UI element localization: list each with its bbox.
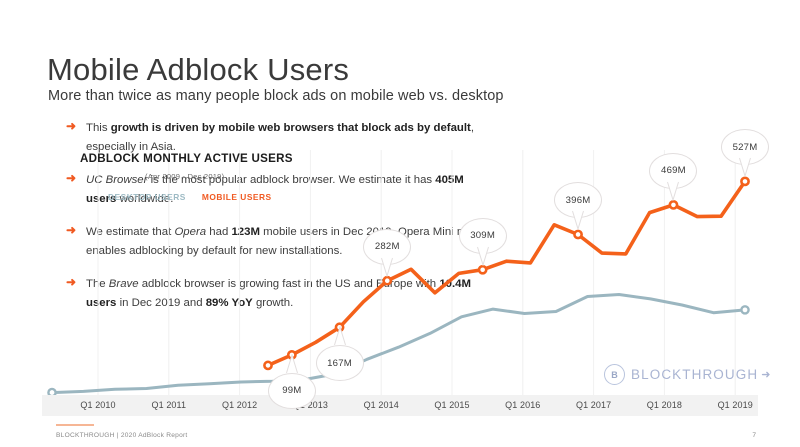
bullet-text: UC Browser is the most popular adblock b… (86, 174, 464, 205)
footer-text: BLOCKTHROUGH | 2020 AdBlock Report (56, 432, 188, 439)
bullet-opera: ➜ We estimate that Opera had 123M mobile … (66, 222, 496, 259)
x-axis-tick-label: Q1 2010 (80, 400, 116, 410)
mobile-data-point-marker (740, 176, 750, 187)
bullet-text-segment: The (86, 278, 109, 290)
bullet-text: This growth is driven by mobile web brow… (86, 122, 474, 153)
x-axis-tick-label: Q1 2015 (434, 400, 470, 410)
bullet-text-segment: mobile users in Dec 2019. Opera Mini now… (86, 226, 478, 257)
mobile-data-point-marker (573, 229, 583, 240)
x-axis-labels: Q1 2010 Q1 2011 Q1 2012 Q1 2013 Q1 2014 Q1 20… (42, 395, 758, 416)
bullet-text: We estimate that Opera had 123M mobile u… (86, 226, 478, 257)
bullet-arrow-icon: ➜ (66, 171, 77, 185)
x-axis-band (42, 395, 758, 416)
bullet-arrow-icon: ➜ (66, 223, 77, 237)
bullet-text-segment: growth is driven by mobile web browsers … (110, 122, 471, 134)
bullet-growth: ➜ This growth is driven by mobile web bro… (66, 118, 496, 155)
bullet-text-segment: 123M (231, 226, 260, 238)
chart-callout-99m: 99M (267, 353, 316, 409)
chart-callout-527m: 527M (721, 129, 769, 178)
callout-tail (667, 181, 680, 201)
bullet-text-segment: UC Browser (86, 174, 148, 186)
chart-callout-282m: 282M (363, 228, 412, 277)
mobile-data-point-marker (668, 199, 679, 210)
page-title: Mobile Adblock Users (47, 51, 350, 87)
x-axis-tick-label: Q1 2012 (221, 400, 258, 410)
mobile-data-point-marker (477, 264, 488, 275)
logo-wordmark: BLOCKTHROUGH (631, 367, 759, 382)
callout-tail (333, 326, 346, 346)
chart-callout-309m: 309M (458, 217, 507, 266)
legend-item-mobile: MOBILE USERS (201, 192, 272, 202)
callout-tail (476, 246, 489, 266)
bullet-text-segment: Brave (108, 278, 139, 290)
mobile-data-point-marker (382, 275, 393, 286)
callout-tail (381, 257, 394, 277)
chart-callout-167m: 167M (315, 326, 364, 382)
bullet-text-segment: This (86, 122, 111, 134)
x-axis-tick-label: Q1 2013 (292, 400, 329, 410)
bullet-text-segment: Opera (174, 226, 207, 238)
x-axis-tick-label: Q1 2019 (717, 400, 753, 410)
logo-arrow-icon: ➜ (761, 369, 771, 381)
bullet-text-segment: worldwide. (116, 192, 174, 205)
chart-title: ADBLOCK MONTHLY ACTIVE USERS (80, 152, 293, 165)
logo-mark-icon: B (604, 364, 625, 385)
bullet-text-segment: 89% YoY (205, 296, 253, 309)
bullet-text-segment: adblock browser is growing fast in the U… (138, 278, 440, 290)
bullet-text-segment: is the most popular adblock browser. We … (147, 174, 436, 186)
bullet-arrow-icon: ➜ (66, 119, 77, 133)
x-axis-tick-label: Q1 2011 (151, 400, 187, 410)
bullet-text-segment: growth. (252, 296, 294, 309)
footer-rule (56, 424, 94, 426)
bullet-text-segment: , especially in Asia. (86, 122, 474, 153)
desktop-users-line (50, 293, 747, 395)
bullet-arrow-icon: ➜ (66, 275, 77, 289)
callout-bubble: 167M (315, 345, 364, 382)
page-number: 7 (752, 432, 756, 439)
callout-tail (572, 211, 585, 231)
bullet-text-segment: had (206, 226, 232, 238)
bullet-uc-browser: ➜ UC Browser is the most popular adblock … (66, 170, 496, 207)
x-axis-tick-label: Q1 2014 (363, 400, 399, 410)
adblock-users-line-chart (47, 150, 750, 398)
chart-period-label: (Apr 2009 - Dec 2019) (145, 172, 225, 181)
page-subtitle: More than twice as many people block ads… (48, 88, 504, 104)
bullet-text-segment: 405M users (86, 174, 464, 205)
callout-tail (739, 158, 751, 178)
chart-legend: DESKTOP USERS MOBILE USERS (108, 192, 272, 202)
bullet-text-segment: in Dec 2019 and (116, 296, 206, 309)
x-axis-tick-label: Q1 2018 (646, 400, 683, 410)
blockthrough-logo: B BLOCKTHROUGH ➜ (604, 364, 770, 385)
callout-tail (285, 353, 298, 374)
callout-bubble: 99M (267, 372, 316, 409)
desktop-series-endpoint-marker (740, 305, 750, 315)
chart-canvas (0, 150, 800, 420)
mobile-series-start-marker (263, 360, 273, 371)
mobile-users-line (266, 179, 747, 368)
chart-callout-469m: 469M (649, 152, 698, 201)
legend-item-desktop: DESKTOP USERS (108, 192, 186, 202)
x-axis-tick-label: Q1 2016 (505, 400, 541, 410)
bullet-list: ➜ This growth is driven by mobile web bro… (66, 118, 496, 326)
x-axis-tick-label: Q1 2017 (575, 400, 612, 410)
bullet-text-segment: We estimate that (86, 226, 175, 238)
chart-callout-396m: 396M (554, 182, 603, 231)
